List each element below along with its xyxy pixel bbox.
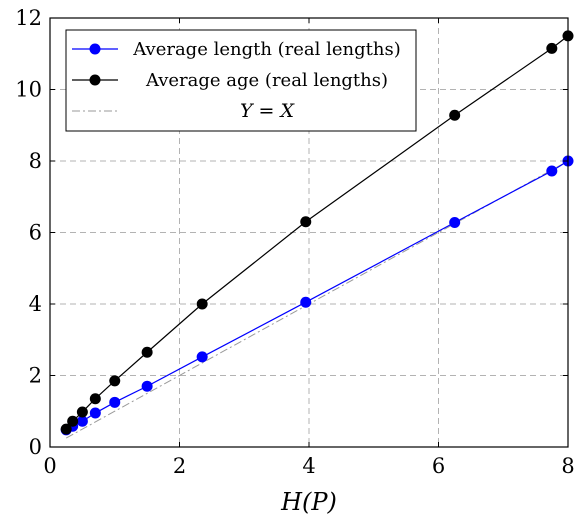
data-point	[109, 375, 121, 387]
legend-label: Y = X	[240, 100, 296, 122]
data-point	[196, 298, 208, 310]
series-line	[65, 160, 569, 431]
data-point	[449, 109, 461, 121]
y-tick-label: 8	[29, 149, 42, 173]
data-point	[76, 406, 88, 418]
series-layer	[60, 30, 574, 439]
x-tick-label: 6	[432, 454, 445, 478]
y-tick-label: 2	[29, 364, 42, 388]
data-point	[196, 351, 208, 363]
tick-labels: 0 2 4 6 8 0 2 4 6 8 10 12	[15, 6, 574, 478]
data-point	[546, 42, 558, 54]
data-point	[141, 380, 153, 392]
data-point	[60, 423, 72, 435]
x-tick-label: 4	[302, 454, 315, 478]
data-point	[546, 165, 558, 177]
x-tick-label: 2	[173, 454, 186, 478]
data-point	[89, 393, 101, 405]
legend-box	[65, 29, 417, 132]
y-tick-label: 10	[15, 78, 42, 102]
legend-label: Average length (real lengths)	[132, 39, 401, 60]
data-point	[109, 396, 121, 408]
data-point	[89, 407, 101, 419]
y-tick-label: 0	[29, 435, 42, 459]
data-point	[67, 415, 79, 427]
y-tick-label: 6	[29, 221, 42, 245]
x-tick-label: 0	[43, 454, 56, 478]
x-axis-title: H(P)	[280, 488, 337, 516]
legend-marker	[89, 43, 101, 55]
data-point	[76, 415, 88, 427]
data-point	[300, 296, 312, 308]
data-point	[449, 216, 461, 228]
legend: Average length (real lengths) Average age…	[65, 29, 417, 132]
legend-label: Average age (real lengths)	[145, 70, 388, 91]
legend-marker	[89, 74, 101, 86]
data-point	[300, 216, 312, 228]
y-tick-label: 4	[29, 292, 42, 316]
data-point	[141, 346, 153, 358]
x-tick-label: 8	[561, 454, 574, 478]
y-tick-label: 12	[15, 6, 42, 30]
